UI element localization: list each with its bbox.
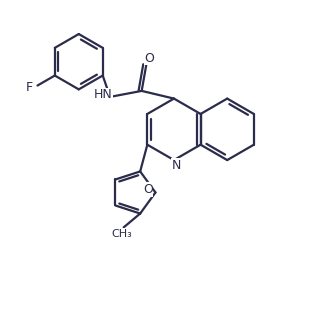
Text: N: N [172,159,181,172]
Text: HN: HN [94,89,113,101]
Text: F: F [26,81,33,94]
Text: CH₃: CH₃ [112,229,132,239]
Text: O: O [143,183,153,196]
Text: O: O [144,51,154,64]
